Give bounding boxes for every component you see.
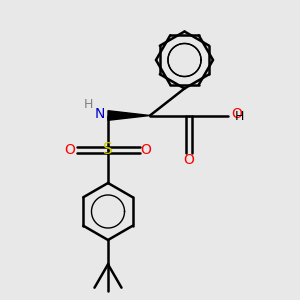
Text: H: H [235,110,244,124]
Text: O: O [141,143,152,157]
Text: H: H [84,98,93,111]
Text: N: N [94,107,105,121]
Text: O: O [184,153,194,166]
Polygon shape [108,111,150,120]
Text: O: O [231,107,242,121]
Text: O: O [64,143,75,157]
Text: S: S [103,142,113,158]
